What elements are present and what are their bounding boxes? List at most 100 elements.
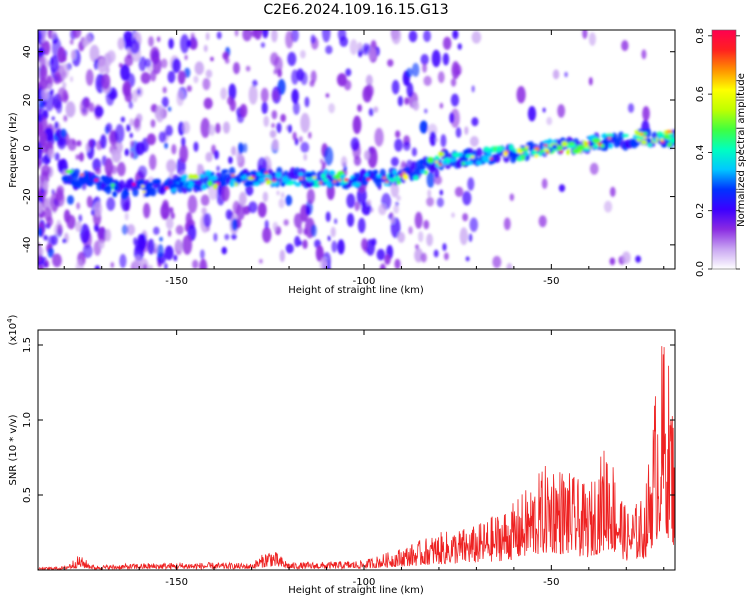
heatmap-cell	[142, 263, 148, 269]
heatmap-hot-cell	[216, 182, 220, 186]
heatmap-cell	[236, 151, 242, 163]
heatmap-cell	[302, 239, 308, 249]
colorbar-tick-label: 0.4	[695, 144, 706, 160]
heatmap-hot-cell	[643, 136, 647, 139]
heatmap-cell	[180, 34, 190, 54]
heatmap-cell	[636, 134, 645, 140]
heatmap-cell	[568, 141, 575, 146]
y-tick-label: -40	[22, 237, 33, 253]
heatmap-cell	[134, 255, 143, 269]
heatmap-cell	[337, 239, 345, 255]
heatmap-cell	[250, 170, 256, 176]
heatmap-cell	[124, 54, 134, 67]
heatmap-cell	[181, 121, 191, 134]
heatmap-cell	[38, 246, 44, 257]
heatmap-cell	[365, 84, 374, 98]
heatmap-cell	[658, 131, 665, 137]
chart-title: C2E6.2024.109.16.15.G13	[263, 2, 448, 18]
heatmap-cell	[368, 108, 374, 117]
heatmap-cell	[346, 193, 356, 209]
heatmap-cell	[271, 89, 279, 101]
heatmap-cell	[406, 82, 414, 98]
heatmap-cell	[588, 32, 596, 46]
snr-y-exponent-power: 4	[6, 318, 14, 323]
heatmap-cell	[38, 113, 44, 123]
snr-y-exponent: (x104)	[6, 314, 19, 345]
heatmap-cell	[138, 56, 147, 72]
heatmap-cell	[126, 124, 131, 132]
heatmap-cell	[177, 70, 186, 85]
heatmap-cell	[245, 65, 251, 72]
heatmap-cell	[264, 219, 269, 229]
heatmap-cell	[100, 134, 107, 149]
heatmap-cell	[376, 174, 382, 178]
heatmap-cell	[76, 140, 82, 147]
heatmap-cell	[225, 209, 233, 220]
heatmap-cell	[374, 127, 384, 147]
heatmap-cell	[418, 159, 425, 164]
heatmap-cell	[130, 152, 134, 159]
heatmap-cell	[389, 214, 396, 224]
heatmap-cell	[262, 191, 269, 203]
heatmap-cell	[582, 140, 588, 145]
heatmap-cell	[296, 68, 304, 82]
heatmap-cell	[516, 86, 526, 104]
heatmap-cell	[647, 143, 653, 147]
heatmap-hot-cell	[332, 180, 337, 183]
heatmap-hot-cell	[272, 179, 276, 183]
heatmap-cell	[124, 148, 129, 157]
heatmap-hot-cell	[402, 171, 406, 175]
heatmap-cell	[51, 188, 55, 195]
heatmap-cell	[503, 217, 511, 231]
heatmap-cell	[124, 212, 129, 221]
heatmap-cell	[112, 191, 118, 198]
heatmap-cell	[117, 161, 126, 177]
heatmap-cell	[393, 204, 400, 214]
heatmap-y-axis-label: Frequency (Hz)	[8, 112, 19, 188]
heatmap-cell	[438, 151, 445, 157]
heatmap-cell	[189, 38, 198, 50]
heatmap-cell	[346, 213, 355, 227]
heatmap-hot-cell	[660, 140, 665, 144]
heatmap-cell	[427, 189, 432, 198]
y-tick-label: 40	[22, 45, 33, 58]
heatmap-cell	[557, 104, 566, 118]
heatmap-cell	[330, 226, 336, 238]
heatmap-cell	[205, 69, 213, 79]
heatmap-cell	[331, 240, 338, 253]
heatmap-cell	[47, 83, 52, 90]
heatmap-cell	[292, 131, 297, 141]
heatmap-cell	[527, 105, 537, 122]
heatmap-cell	[397, 231, 406, 243]
heatmap-cell	[291, 88, 299, 104]
heatmap-cell	[561, 141, 568, 147]
heatmap-cell	[38, 141, 43, 160]
heatmap-cell	[325, 211, 331, 223]
heatmap-cell	[403, 141, 411, 151]
heatmap-cell	[237, 142, 244, 155]
colorbar-tick-label: 0.8	[695, 28, 706, 44]
heatmap-cell	[389, 177, 396, 183]
heatmap-cell	[339, 36, 349, 47]
heatmap-cell	[126, 224, 136, 236]
heatmap-cell	[94, 105, 104, 118]
heatmap-cell	[175, 224, 184, 235]
heatmap-cell	[262, 30, 269, 39]
heatmap-cell	[310, 182, 315, 186]
heatmap-cell	[652, 138, 657, 142]
heatmap-cell	[383, 182, 391, 186]
heatmap-cell	[106, 50, 116, 63]
heatmap-cell	[117, 37, 125, 50]
heatmap-cell	[411, 147, 418, 157]
heatmap-cell	[323, 169, 328, 175]
heatmap-cell	[75, 259, 84, 269]
heatmap-cell	[128, 100, 134, 109]
heatmap-cell	[132, 187, 139, 197]
heatmap-hot-cell	[164, 187, 169, 190]
heatmap-cell	[143, 191, 151, 197]
heatmap-cell	[182, 235, 193, 255]
heatmap-cell	[455, 127, 462, 138]
heatmap-cell	[231, 145, 237, 156]
heatmap-cell	[494, 153, 501, 163]
